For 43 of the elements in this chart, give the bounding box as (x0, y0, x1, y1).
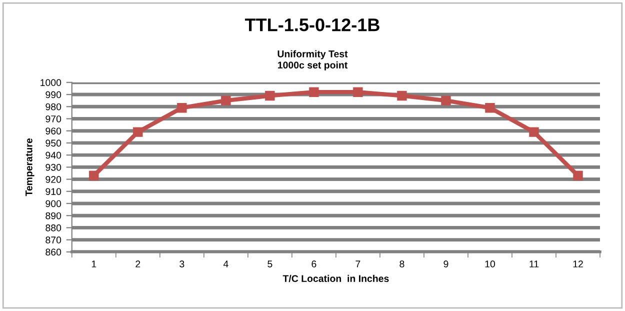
x-tick-label: 2 (136, 260, 140, 268)
y-tick-label: 960 (46, 128, 62, 134)
chart-title: TTL-1.5-0-12-1B (244, 18, 380, 32)
x-tick-label: 11 (530, 260, 539, 268)
point (573, 170, 583, 180)
x-tick-label: 12 (573, 260, 583, 268)
y-tick-label: 920 (46, 176, 62, 183)
y-tick-label: 1000 (40, 79, 62, 86)
x-tick-label: 1 (92, 260, 96, 268)
x-tick-label: 8 (400, 260, 404, 268)
y-axis-title: Temperature (26, 138, 34, 196)
y-tick-label: 890 (46, 212, 62, 220)
x-tick-label: 5 (268, 260, 272, 268)
point (309, 87, 319, 97)
y-tick-label: 880 (46, 224, 62, 232)
point (353, 87, 363, 97)
point (265, 90, 275, 101)
x-tick-label: 3 (180, 260, 184, 268)
point (529, 127, 539, 137)
x-axis-title: T/C Location in Inches (282, 274, 389, 282)
y-tick-label: 950 (46, 140, 62, 147)
y-tick-label: 900 (46, 200, 62, 208)
point (397, 90, 407, 101)
y-tick-label: 940 (46, 152, 62, 159)
y-tick-label: 970 (46, 115, 62, 122)
point (221, 96, 231, 106)
x-tick-label: 4 (223, 260, 228, 268)
y-tick-label: 860 (46, 248, 62, 256)
y-tick-label: 990 (46, 91, 62, 98)
y-tick-label: 930 (46, 164, 62, 171)
x-tick-label: 10 (485, 260, 495, 268)
x-tick-label: 9 (444, 260, 448, 268)
y-tick-label: 980 (46, 103, 62, 110)
point (177, 102, 187, 113)
x-tick-label: 7 (356, 260, 360, 268)
point (133, 127, 143, 137)
y-tick-label: 910 (46, 188, 62, 195)
x-tick-label: 6 (312, 260, 316, 268)
point (441, 96, 451, 106)
point (485, 102, 495, 113)
y-tick-label: 870 (46, 236, 62, 244)
point (89, 170, 99, 180)
chart-subtitle: Uniformity Test 1000c set point (278, 50, 348, 70)
